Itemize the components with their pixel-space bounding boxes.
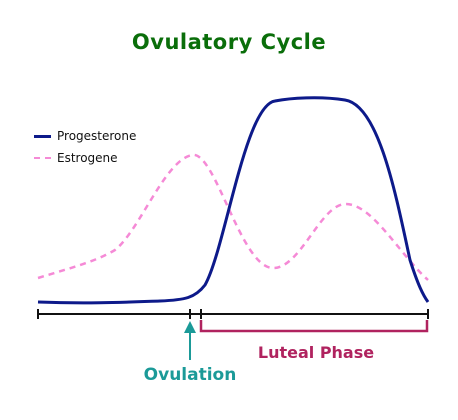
progesterone-curve xyxy=(37,96,430,305)
ovulation-label: Ovulation xyxy=(143,365,237,385)
ovulation-arrow-head xyxy=(184,321,196,333)
legend-item-estrogene: Estrogene xyxy=(34,147,136,169)
estrogene-swatch xyxy=(34,157,51,159)
estrogene-label: Estrogene xyxy=(57,151,118,165)
diagram-title: Ovulatory Cycle xyxy=(131,30,327,54)
luteal-phase-bracket xyxy=(199,320,429,333)
progesterone-swatch xyxy=(34,134,51,138)
luteal-phase-label: Luteal Phase xyxy=(257,343,375,362)
legend-item-progesterone: Progesterone xyxy=(34,125,136,147)
progesterone-label: Progesterone xyxy=(57,129,137,143)
estrogene-curve xyxy=(37,153,429,281)
legend: Progesterone Estrogene xyxy=(34,125,136,169)
